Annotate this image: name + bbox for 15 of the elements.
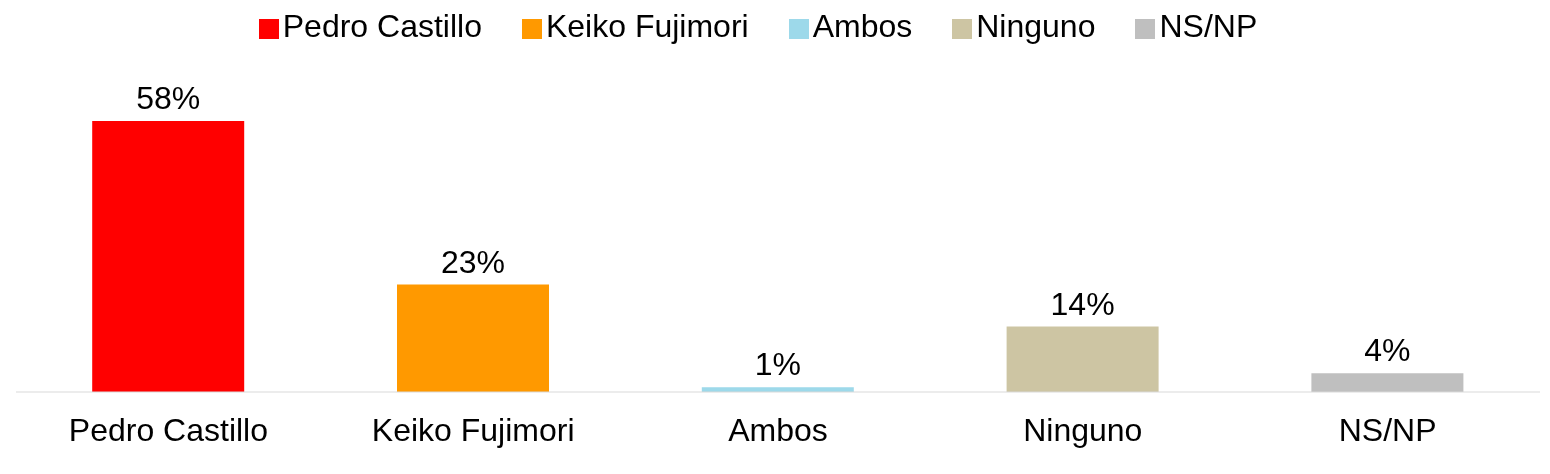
x-tick-label: Keiko Fujimori (371, 411, 575, 448)
data-label: 14% (1050, 285, 1115, 322)
x-tick-label: NS/NP (1338, 411, 1437, 448)
legend-label: Keiko Fujimori (545, 8, 749, 44)
legend-label: Ninguno (976, 8, 1096, 44)
data-label: 23% (440, 243, 506, 280)
legend-label: NS/NP (1159, 8, 1258, 44)
legend-label: Ambos (812, 8, 913, 44)
x-tick-label: Ambos (728, 411, 828, 448)
data-label: 58% (136, 80, 201, 117)
legend-label: Pedro Castillo (282, 8, 482, 44)
x-tick-label: Pedro Castillo (68, 411, 268, 448)
data-label: 4% (1364, 332, 1411, 369)
data-label: 1% (754, 346, 801, 383)
x-tick-label: Ninguno (1023, 411, 1143, 448)
